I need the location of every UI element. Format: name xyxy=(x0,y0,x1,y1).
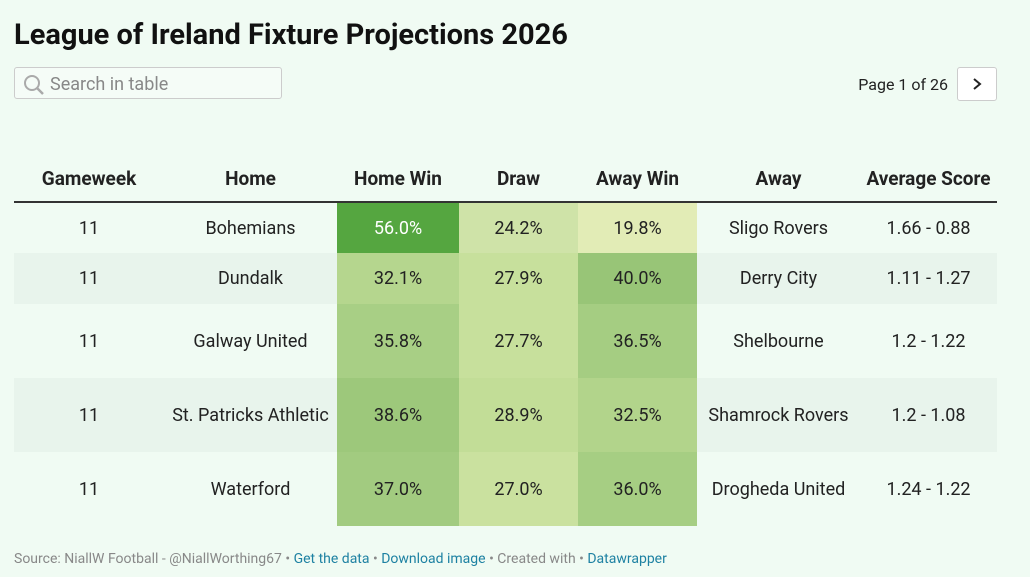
separator: • xyxy=(285,551,291,567)
column-header: Home Win xyxy=(337,140,459,203)
column-header: Draw xyxy=(459,140,578,203)
table-row: 11 Waterford 37.0% 27.0% 36.0% Drogheda Unite… xyxy=(14,452,997,526)
footer: Source: NiallW Football - @NiallWorthing… xyxy=(14,551,667,567)
separator: • xyxy=(579,551,584,567)
probability-cell: 27.9% xyxy=(459,253,578,304)
table-cell: Derry City xyxy=(697,253,860,304)
table-cell: 1.2 - 1.22 xyxy=(891,330,966,352)
table-cell: St. Patricks Athletic xyxy=(164,378,337,452)
table-cell: 1.2 - 1.08 xyxy=(860,378,997,452)
column-header: Away xyxy=(697,140,860,203)
probability-cell: 38.6% xyxy=(337,378,459,452)
probability-cell: 32.5% xyxy=(578,378,697,452)
column-header: Away Win xyxy=(578,140,697,203)
footer-text: Created with xyxy=(497,551,576,567)
table-cell: 1.11 - 1.27 xyxy=(860,253,997,304)
separator: • xyxy=(372,551,378,567)
probability-cell: 28.9% xyxy=(459,378,578,452)
table-cell: Bohemians xyxy=(205,217,296,239)
footer-text: Source: NiallW Football - @NiallWorthing… xyxy=(14,551,282,567)
chevron xyxy=(973,78,982,90)
footer-link[interactable]: Download image xyxy=(381,551,486,567)
column-header: Average Score xyxy=(860,140,997,203)
table-cell: 11 xyxy=(78,478,100,500)
table-cell: Dundalk xyxy=(164,253,337,304)
table-cell: Shamrock Rovers xyxy=(697,378,860,452)
probability-cell: 56.0% xyxy=(337,202,459,253)
table-cell: Waterford xyxy=(210,478,291,500)
table-row: 11 Dundalk 32.1% 27.9% 40.0% Derry City 1.11 -… xyxy=(14,253,997,304)
header-row: Gameweek Home Home Win Draw Away Win Away Aver… xyxy=(14,140,997,203)
table-cell: Drogheda United xyxy=(711,478,846,500)
search-box[interactable]: Search in table xyxy=(14,67,282,99)
footer-link[interactable]: Get the data xyxy=(293,551,370,567)
probability-cell: 36.0% xyxy=(578,452,697,526)
search-placeholder: Search in table xyxy=(50,74,169,95)
table-cell: Shelbourne xyxy=(733,330,824,352)
pagination: Page 1 of 26 xyxy=(858,67,997,101)
separator: • xyxy=(489,551,494,567)
table-row: 11 Galway United 35.8% 27.7% 36.5% Shelbourne… xyxy=(14,304,997,378)
table-cell: 11 xyxy=(78,217,100,239)
table-cell: 1.66 - 0.88 xyxy=(886,217,971,239)
fixture-table: Gameweek Home Home Win Draw Away Win Away Aver… xyxy=(14,140,997,526)
probability-cell: 37.0% xyxy=(337,452,459,526)
page-indicator: Page 1 of 26 xyxy=(858,74,948,94)
table-cell: 11 xyxy=(14,253,164,304)
probability-cell: 40.0% xyxy=(578,253,697,304)
footer-link[interactable]: Datawrapper xyxy=(587,551,667,567)
table-row: 11 Bohemians 56.0% 24.2% 19.8% Sligo Rovers 1.… xyxy=(14,202,997,253)
column-header: Gameweek xyxy=(14,140,164,203)
table-cell: 11 xyxy=(78,330,100,352)
table-cell: Sligo Rovers xyxy=(728,217,829,239)
table-cell: 11 xyxy=(14,378,164,452)
probability-cell: 27.0% xyxy=(459,452,578,526)
table-cell: Galway United xyxy=(193,330,308,352)
column-header: Home xyxy=(164,140,337,203)
table-row: 11 St. Patricks Athletic 38.6% 28.9% 32.5% Sh… xyxy=(14,378,997,452)
title: League of Ireland Fixture Projections 20… xyxy=(14,18,568,52)
probability-cell: 24.2% xyxy=(459,202,578,253)
search-icon xyxy=(24,75,44,95)
probability-cell: 35.8% xyxy=(337,304,459,378)
probability-cell: 36.5% xyxy=(578,304,697,378)
probability-cell: 19.8% xyxy=(578,202,697,253)
next-page[interactable] xyxy=(957,67,997,101)
probability-cell: 27.7% xyxy=(459,304,578,378)
probability-cell: 32.1% xyxy=(337,253,459,304)
table-cell: 1.24 - 1.22 xyxy=(886,478,971,500)
